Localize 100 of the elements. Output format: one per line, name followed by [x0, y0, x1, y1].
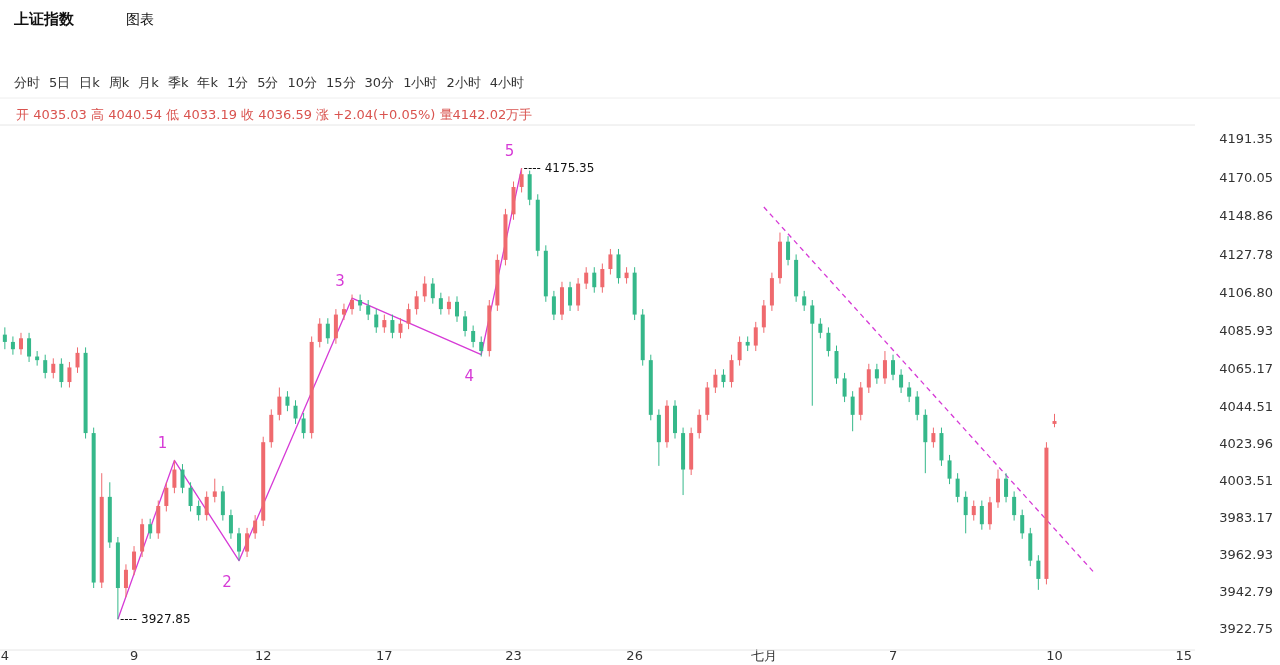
candlestick	[616, 248, 621, 285]
candlestick	[350, 294, 355, 316]
candlestick	[398, 317, 403, 339]
x-tick-label: 7	[888, 648, 898, 663]
candlestick	[818, 317, 823, 339]
candlestick	[963, 490, 968, 534]
candlestick	[10, 335, 15, 356]
candlestick	[576, 277, 581, 312]
annotation: 2	[222, 572, 232, 591]
text: 30分	[364, 75, 395, 90]
x-tick-label: 26	[626, 648, 643, 663]
candlestick	[204, 490, 209, 522]
y-tick-label: 3942.79	[1219, 584, 1273, 600]
candlestick	[519, 167, 524, 193]
annotation: ---- 3927.85	[119, 612, 191, 627]
candlestick	[802, 290, 807, 312]
y-tick-label: 3922.75	[1219, 620, 1273, 636]
candlestick	[721, 368, 726, 388]
y-tick-label: 4127.78	[1219, 246, 1273, 262]
y-tick-label: 4003.51	[1219, 473, 1273, 489]
candlestick	[180, 463, 185, 494]
candlestick	[479, 335, 484, 358]
candlestick	[713, 368, 718, 394]
candlestick	[212, 478, 217, 503]
text: 1分	[226, 75, 249, 90]
x-tick-label: 17	[376, 648, 393, 663]
candlestick	[422, 275, 427, 303]
candlestick	[1020, 509, 1025, 540]
candlestick	[874, 363, 879, 385]
candlestick	[737, 335, 742, 367]
candlestick	[430, 277, 435, 305]
x-tick-label: 23	[505, 648, 522, 663]
x-tick-label: 10	[1046, 648, 1063, 663]
candlestick	[810, 299, 815, 407]
candlestick	[333, 308, 338, 345]
candlestick	[608, 248, 613, 275]
candlestick	[995, 469, 1000, 509]
candlestick	[277, 387, 282, 421]
y-tick-label: 4191.35	[1219, 130, 1273, 146]
candlestick	[390, 314, 395, 339]
candlestick	[132, 545, 137, 576]
candlestick	[285, 390, 290, 412]
candlestick	[826, 326, 831, 358]
candlestick	[955, 472, 960, 503]
text: 15分	[326, 75, 356, 90]
candlestick	[1012, 490, 1017, 522]
candlestick	[882, 350, 887, 385]
candlestick	[172, 459, 177, 494]
candlestick	[471, 325, 476, 348]
candlestick	[1036, 554, 1041, 591]
candlestick	[43, 354, 48, 379]
candlestick	[51, 357, 56, 379]
candlestick	[301, 412, 306, 440]
candlestick	[915, 390, 920, 421]
chart-title: 上证指数	[13, 10, 75, 28]
candlestick	[341, 303, 346, 321]
candlestick	[188, 481, 193, 512]
y-tick-label: 3983.17	[1219, 510, 1273, 526]
candlestick	[123, 563, 128, 598]
text: 周k	[108, 75, 130, 90]
y-tick-label: 4106.80	[1219, 285, 1273, 301]
chart-subtitle: 开 4035.03 高 4040.54 低 4033.19 收 4036.59 涨 +2.04(+0.05%) 量4142.02万手	[16, 107, 533, 122]
candlestick	[568, 281, 573, 312]
text: 图表	[126, 11, 154, 27]
candlestick	[931, 427, 936, 449]
y-tick-label: 3962.93	[1219, 547, 1273, 563]
candlestick	[406, 303, 411, 330]
candlestick	[325, 317, 330, 345]
text: 年k	[197, 75, 219, 90]
candlestick	[75, 346, 80, 374]
candlestick	[317, 317, 322, 348]
candlestick	[220, 485, 225, 522]
candlestick	[196, 500, 201, 522]
x-tick-label: 4	[0, 648, 9, 663]
candlestick	[148, 518, 153, 540]
candlestick	[866, 363, 871, 394]
candlestick	[891, 354, 896, 381]
candlestick	[228, 509, 233, 540]
candlestick	[842, 372, 847, 403]
candlestick	[1004, 472, 1009, 503]
y-tick-label: 4065.17	[1219, 360, 1273, 376]
candlestick	[366, 299, 371, 321]
candlestick	[2, 326, 7, 350]
x-tick-label: 七月	[750, 648, 777, 663]
candlestick	[414, 290, 419, 316]
candlestick	[382, 314, 387, 334]
candlestick	[253, 514, 258, 540]
candlestick	[971, 500, 976, 522]
annotation: 5	[504, 142, 515, 161]
y-tick-label: 4170.05	[1219, 169, 1273, 185]
candlestick	[979, 500, 984, 531]
text: 5日	[49, 75, 71, 90]
text: 4小时	[489, 75, 524, 90]
x-tick-label: 12	[254, 648, 272, 663]
annotation: 4	[464, 366, 474, 385]
candlestick	[729, 354, 734, 388]
annotation: 3	[335, 272, 345, 291]
y-tick-label: 4044.51	[1219, 398, 1273, 414]
candlestick	[786, 235, 791, 266]
text: 日k	[79, 75, 101, 90]
